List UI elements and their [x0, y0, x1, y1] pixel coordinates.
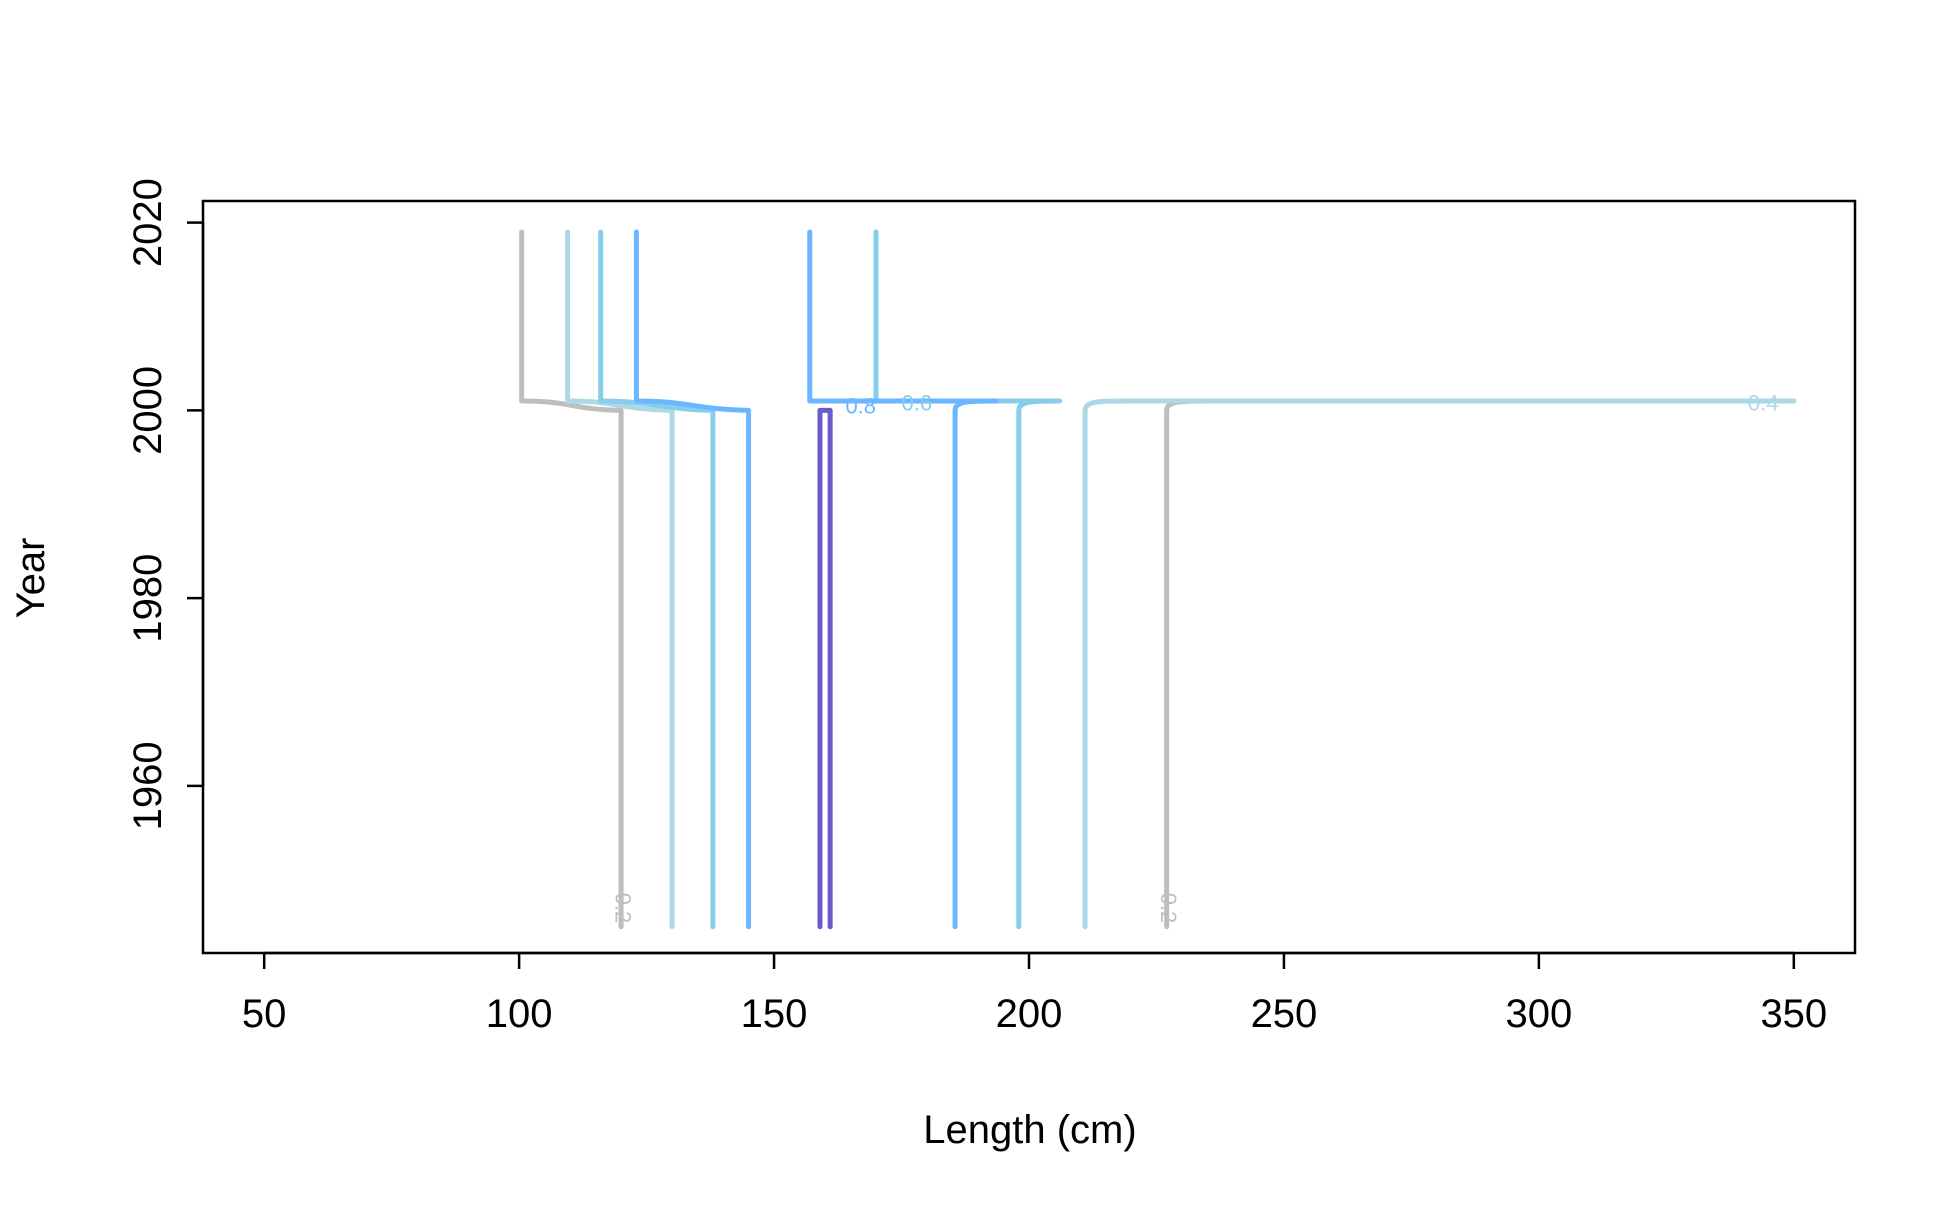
x-tick-label: 250 [1251, 992, 1318, 1036]
contour-level-label: 0.8 [845, 393, 876, 418]
contour-line-0-6-right [873, 229, 1063, 930]
y-tick-label: 1960 [126, 741, 170, 830]
y-tick-label: 1980 [126, 554, 170, 643]
plot-frame [201, 199, 1857, 955]
x-tick-label: 200 [996, 992, 1063, 1036]
contour-line-1-0 [817, 407, 833, 930]
x-tick-label: 350 [1760, 992, 1827, 1036]
contour-line-0-8-left [633, 229, 752, 930]
x-tick-label: 50 [242, 992, 287, 1036]
contour-line-0-4-left [565, 229, 675, 930]
contour-line-0-2-right [1164, 398, 1797, 930]
contour-line-0-8-right [807, 229, 999, 930]
x-tick-label: 300 [1506, 992, 1573, 1036]
x-tick-label: 100 [486, 992, 553, 1036]
x-tick-label: 150 [741, 992, 808, 1036]
y-tick-label: 2020 [126, 178, 170, 267]
contour-level-label: 0.4 [1748, 391, 1779, 416]
contour-line-0-2-left [519, 229, 624, 930]
x-axis-title: Length (cm) [923, 1108, 1136, 1152]
contour-line-0-6-left [598, 229, 716, 930]
y-axis-title: Year [9, 538, 53, 619]
contour-level-label: 0.6 [902, 391, 933, 416]
plot-layer: 0.2 0.2 0.8 0.6 0.4 [519, 229, 1797, 930]
contour-line-0-4-right [1082, 398, 1797, 930]
y-tick-label: 2000 [126, 366, 170, 455]
axis-layer: 50 100 150 200 250 300 350 1960 1980 2000 2020 [126, 178, 1857, 1036]
contour-level-label: 0.2 [610, 893, 635, 924]
contour-level-label: 0.2 [1156, 893, 1181, 924]
